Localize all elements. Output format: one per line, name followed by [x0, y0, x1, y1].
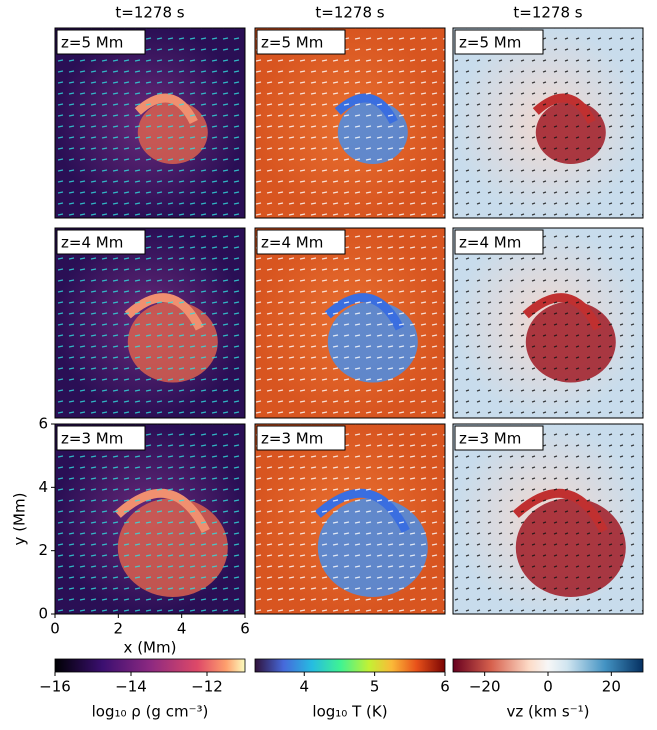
colorbar — [54, 658, 246, 673]
colorbar-tick-label: 20 — [602, 678, 621, 696]
panel-label: z=3 Mm — [459, 430, 521, 448]
column-title: t=1278 s — [315, 4, 384, 22]
panel-label: z=4 Mm — [61, 234, 123, 252]
y-tick-label: 6 — [38, 415, 48, 433]
panel-label-box — [454, 29, 544, 55]
colorbar — [254, 658, 446, 673]
velocity-arrows — [55, 228, 245, 418]
panel-label: z=5 Mm — [459, 34, 521, 52]
y-axis-label: y (Mm) — [11, 493, 29, 546]
panel-label-box — [56, 229, 146, 255]
colorbar-label: vz (km s⁻¹) — [506, 703, 589, 721]
x-tick-label: 6 — [240, 620, 250, 638]
x-tick-label: 0 — [50, 620, 60, 638]
velocity-arrows — [55, 424, 245, 614]
velocity-arrows — [453, 228, 643, 418]
panel-frame — [54, 227, 246, 419]
panel-frame — [452, 27, 644, 219]
panel-frame — [254, 227, 446, 419]
colorbar-tick-label: −14 — [115, 678, 147, 696]
panel-frame — [254, 423, 446, 615]
panel-label-box — [454, 229, 544, 255]
colorbar-tick-label: −12 — [191, 678, 223, 696]
velocity-arrows — [255, 28, 445, 218]
panel-frame — [254, 27, 446, 219]
panel-frame — [54, 423, 246, 615]
panel-frame — [452, 423, 644, 615]
colorbar-tick-label: 4 — [299, 678, 309, 696]
panel-label-box — [56, 425, 146, 451]
y-tick-label: 4 — [38, 478, 48, 496]
x-axis-label: x (Mm) — [124, 639, 177, 657]
x-tick-label: 4 — [177, 620, 187, 638]
colorbar-label: log₁₀ T (K) — [312, 703, 387, 721]
panel-label: z=5 Mm — [261, 34, 323, 52]
panel-label: z=3 Mm — [61, 430, 123, 448]
velocity-arrows — [255, 228, 445, 418]
panel-label-box — [454, 425, 544, 451]
colorbar-tick-label: −16 — [39, 678, 71, 696]
panel-label-box — [256, 29, 346, 55]
colorbar-tick-label: 0 — [543, 678, 553, 696]
x-tick-label: 2 — [114, 620, 124, 638]
velocity-arrows — [453, 424, 643, 614]
colorbar-tick-label: 6 — [440, 678, 450, 696]
panel-label: z=5 Mm — [61, 34, 123, 52]
column-title: t=1278 s — [115, 4, 184, 22]
panel-label-box — [256, 425, 346, 451]
panel-label: z=4 Mm — [459, 234, 521, 252]
colorbar-tick-label: −20 — [469, 678, 501, 696]
column-title: t=1278 s — [513, 4, 582, 22]
colorbar-label: log₁₀ ρ (g cm⁻³) — [92, 703, 209, 721]
colorbar-tick-label: 5 — [370, 678, 380, 696]
panel-label-box — [56, 29, 146, 55]
colorbar — [452, 658, 644, 673]
panel-label-box — [256, 229, 346, 255]
panel-label: z=3 Mm — [261, 430, 323, 448]
panel-frame — [452, 227, 644, 419]
y-tick-label: 0 — [38, 605, 48, 623]
velocity-arrows — [55, 28, 245, 218]
velocity-arrows — [255, 424, 445, 614]
panel-frame — [54, 27, 246, 219]
y-tick-label: 2 — [38, 541, 48, 559]
velocity-arrows — [453, 28, 643, 218]
panel-label: z=4 Mm — [261, 234, 323, 252]
